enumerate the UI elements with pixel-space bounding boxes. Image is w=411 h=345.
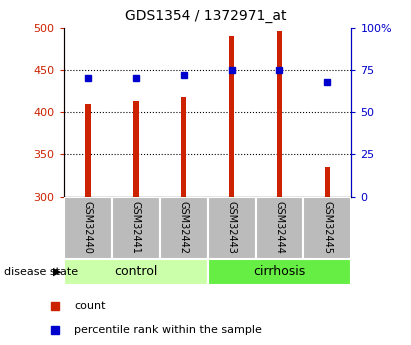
Text: GDS1354 / 1372971_at: GDS1354 / 1372971_at — [125, 9, 286, 23]
Text: cirrhosis: cirrhosis — [253, 265, 306, 278]
Text: GSM32441: GSM32441 — [131, 201, 141, 254]
Bar — [85, 104, 90, 197]
Bar — [325, 167, 330, 197]
Text: disease state: disease state — [4, 267, 78, 277]
Text: control: control — [114, 265, 157, 278]
Bar — [208, 197, 256, 259]
Text: GSM32444: GSM32444 — [275, 201, 284, 254]
Bar — [181, 97, 187, 197]
Text: percentile rank within the sample: percentile rank within the sample — [74, 325, 262, 335]
Bar — [159, 197, 208, 259]
Bar — [303, 197, 351, 259]
Bar — [277, 31, 282, 197]
Bar — [229, 36, 234, 197]
Bar — [133, 101, 139, 197]
Text: GSM32442: GSM32442 — [179, 201, 189, 254]
Text: GSM32440: GSM32440 — [83, 201, 92, 254]
Bar — [208, 259, 351, 285]
Bar — [64, 259, 208, 285]
Bar — [112, 197, 159, 259]
Text: GSM32443: GSM32443 — [226, 201, 236, 254]
Text: count: count — [74, 301, 106, 311]
Text: GSM32445: GSM32445 — [323, 201, 332, 254]
Text: ▶: ▶ — [53, 267, 62, 277]
Bar — [256, 197, 303, 259]
Bar — [64, 197, 112, 259]
